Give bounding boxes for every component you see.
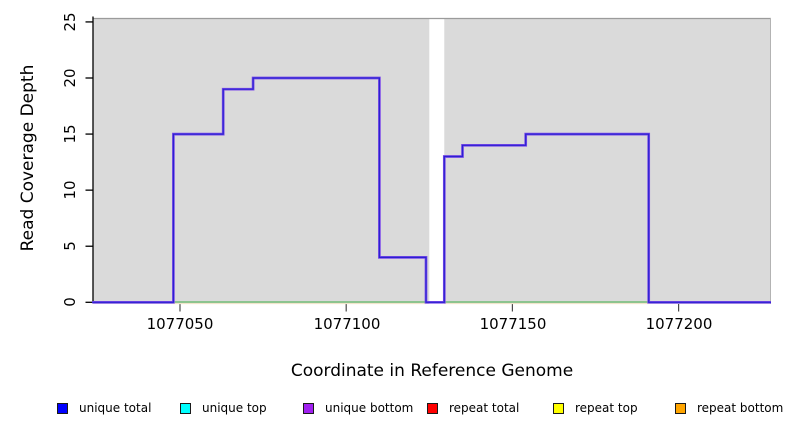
legend-label-unique-bottom: unique bottom	[325, 401, 414, 415]
x-tick-label-1077150: 1077150	[479, 315, 547, 333]
legend-swatch-unique-top	[180, 403, 191, 414]
legend-label-unique-total: unique total	[79, 401, 152, 415]
legend-item-repeat-top: repeat top	[553, 402, 638, 415]
legend-label-repeat-bottom: repeat bottom	[697, 401, 784, 415]
panel-right	[444, 18, 771, 304]
y-tick-label-20: 20	[61, 68, 79, 88]
x-tick-label-1077050: 1077050	[146, 315, 214, 333]
legend-label-unique-top: unique top	[202, 401, 267, 415]
unique-coverage-step-line	[92, 77, 771, 303]
legend-label-repeat-total: repeat total	[449, 401, 520, 415]
y-tick-label-15: 15	[61, 124, 79, 144]
legend-item-repeat-total: repeat total	[427, 402, 519, 415]
legend-item-repeat-bottom: repeat bottom	[675, 402, 783, 415]
legend-swatch-repeat-bottom	[675, 403, 686, 414]
y-tick-label-10: 10	[61, 180, 79, 200]
y-tick-label-5: 5	[61, 241, 79, 251]
legend-swatch-repeat-total	[427, 403, 438, 414]
x-tick-label-1077100: 1077100	[313, 315, 381, 333]
x-tick-label-1077200: 1077200	[645, 315, 713, 333]
legend-swatch-unique-bottom	[303, 403, 314, 414]
legend-item-unique-top: unique top	[180, 402, 267, 415]
panel-left	[93, 18, 430, 304]
x-axis-title: Coordinate in Reference Genome	[290, 361, 574, 381]
legend-swatch-unique-total	[57, 403, 68, 414]
legend-item-unique-total: unique total	[57, 402, 151, 415]
y-tick-label-25: 25	[61, 12, 79, 32]
legend-item-unique-bottom: unique bottom	[303, 402, 413, 415]
legend-swatch-repeat-top	[553, 403, 564, 414]
y-tick-label-0: 0	[61, 297, 79, 307]
y-axis-title: Read Coverage Depth	[18, 64, 38, 252]
legend-label-repeat-top: repeat top	[575, 401, 638, 415]
